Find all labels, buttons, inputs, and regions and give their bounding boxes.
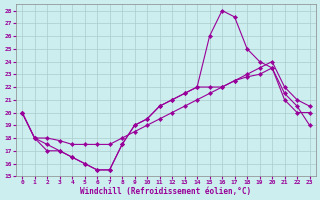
- X-axis label: Windchill (Refroidissement éolien,°C): Windchill (Refroidissement éolien,°C): [80, 187, 252, 196]
